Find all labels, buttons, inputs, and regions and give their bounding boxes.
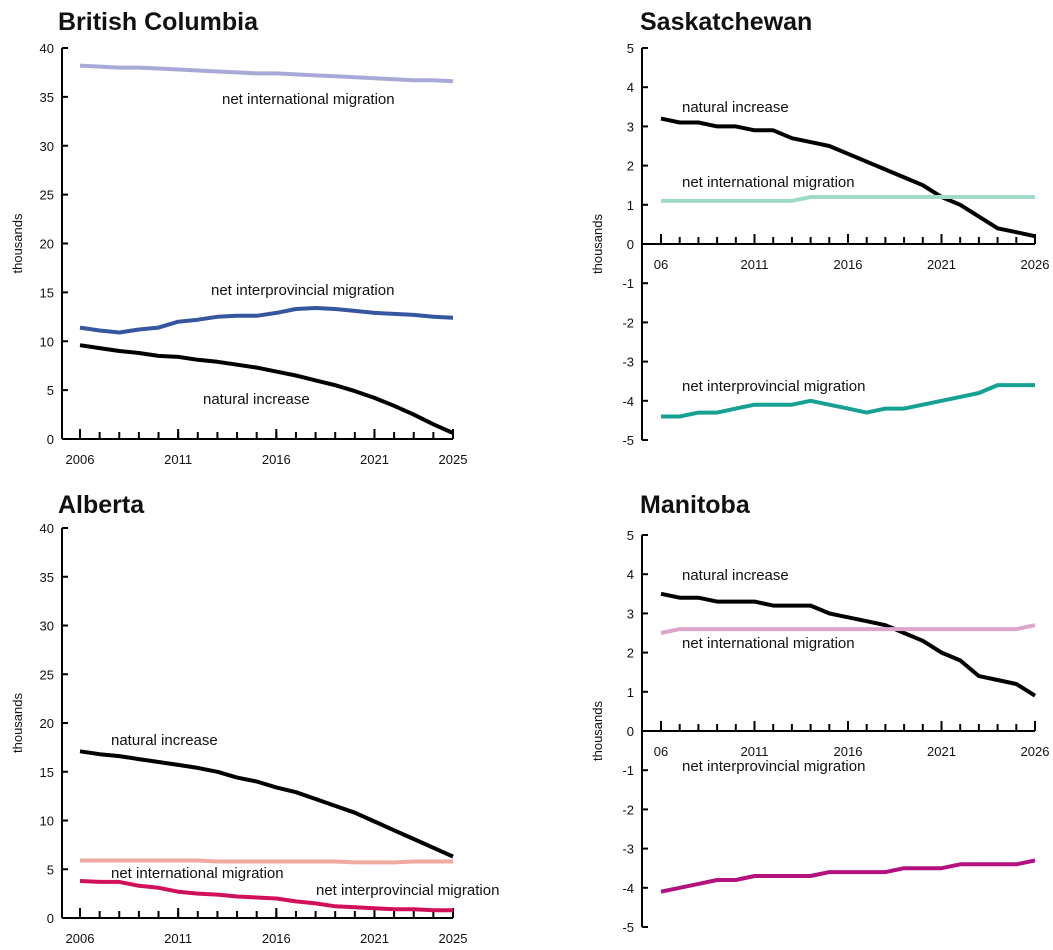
- y-tick-label: 3: [627, 119, 634, 134]
- y-tick-label: 35: [40, 570, 54, 585]
- y-tick-label: 40: [40, 521, 54, 536]
- y-tick-label: 25: [40, 667, 54, 682]
- x-tick-label: 2011: [741, 744, 769, 759]
- chart-title: Saskatchewan: [640, 8, 812, 36]
- x-tick-label: 06: [654, 744, 668, 759]
- x-tick-label: 2021: [360, 931, 389, 946]
- y-tick-label: 20: [40, 237, 54, 252]
- x-tick-label: 2026: [1021, 257, 1050, 272]
- y-tick-label: 30: [40, 619, 54, 634]
- y-tick-label: 30: [40, 139, 54, 154]
- y-tick-label: 4: [627, 567, 634, 582]
- y-tick-label: 0: [627, 724, 634, 739]
- series-line: [79, 749, 454, 859]
- x-tick-label: 2006: [66, 452, 95, 467]
- y-tick-label: 1: [627, 685, 634, 700]
- y-tick-label: 2: [627, 159, 634, 174]
- y-tick-label: 15: [40, 765, 54, 780]
- y-tick-label: -5: [622, 433, 634, 448]
- x-tick-label: 2016: [834, 744, 863, 759]
- chart-title: Alberta: [58, 491, 145, 519]
- x-tick-label: 2025: [439, 931, 468, 946]
- x-tick-label: 2016: [834, 257, 863, 272]
- y-axis-label: thousands: [590, 701, 605, 761]
- series-line: [660, 116, 1036, 239]
- series-label: natural increase: [682, 99, 789, 116]
- x-tick-label: 2021: [927, 744, 956, 759]
- y-axis-label: thousands: [10, 693, 25, 753]
- series-label: net international migration: [682, 174, 855, 191]
- y-tick-label: 5: [627, 41, 634, 56]
- y-tick-label: 35: [40, 90, 54, 105]
- y-tick-label: 1: [627, 198, 634, 213]
- series-label: net international migration: [111, 865, 284, 882]
- y-tick-label: 5: [47, 862, 54, 877]
- series-label: net international migration: [682, 635, 855, 652]
- x-tick-label: 2011: [164, 931, 192, 946]
- y-tick-label: -2: [622, 802, 634, 817]
- series-label: net interprovincial migration: [682, 378, 865, 395]
- series-line: [79, 306, 454, 335]
- y-tick-label: 5: [627, 528, 634, 543]
- y-tick-label: -1: [622, 276, 634, 291]
- y-tick-label: -1: [622, 763, 634, 778]
- chart-title: British Columbia: [58, 8, 259, 36]
- y-tick-label: -4: [622, 394, 634, 409]
- y-tick-label: 0: [627, 237, 634, 252]
- y-tick-label: -3: [622, 842, 634, 857]
- x-tick-label: 06: [654, 257, 668, 272]
- y-tick-label: -5: [622, 920, 634, 935]
- series-line: [660, 591, 1037, 698]
- x-tick-label: 2021: [927, 257, 956, 272]
- series-label: net interprovincial migration: [682, 758, 865, 775]
- y-axis-label: thousands: [590, 214, 605, 274]
- series-label: net international migration: [222, 91, 395, 108]
- y-tick-label: 3: [627, 606, 634, 621]
- series-line: [79, 343, 454, 435]
- x-tick-label: 2011: [164, 452, 192, 467]
- y-tick-label: 25: [40, 188, 54, 203]
- y-tick-label: 5: [47, 383, 54, 398]
- y-tick-label: 10: [40, 814, 54, 829]
- x-tick-label: 2021: [360, 452, 389, 467]
- series-line: [80, 858, 453, 865]
- series-label: natural increase: [203, 391, 310, 408]
- y-tick-label: -4: [622, 881, 634, 896]
- series-line: [660, 858, 1036, 894]
- y-axis-label: thousands: [10, 213, 25, 273]
- series-line: [79, 879, 453, 913]
- series-line: [661, 383, 1035, 419]
- y-tick-label: -2: [622, 315, 634, 330]
- y-tick-label: 4: [627, 80, 634, 95]
- x-tick-label: 2011: [741, 257, 769, 272]
- x-tick-label: 2025: [439, 452, 468, 467]
- series-line: [79, 63, 454, 84]
- y-tick-label: 10: [40, 334, 54, 349]
- y-tick-label: 20: [40, 716, 54, 731]
- x-tick-label: 2026: [1021, 744, 1050, 759]
- y-tick-label: 2: [627, 646, 634, 661]
- y-tick-label: -3: [622, 355, 634, 370]
- y-tick-label: 40: [40, 41, 54, 56]
- x-tick-label: 2016: [262, 452, 291, 467]
- series-label: net interprovincial migration: [316, 882, 499, 899]
- y-tick-label: 0: [47, 911, 54, 926]
- x-tick-label: 2016: [262, 931, 291, 946]
- y-tick-label: 15: [40, 285, 54, 300]
- y-tick-label: 0: [47, 432, 54, 447]
- series-line: [661, 195, 1035, 203]
- x-tick-label: 2006: [66, 931, 95, 946]
- chart-title: Manitoba: [640, 491, 751, 519]
- series-label: natural increase: [111, 732, 218, 749]
- series-label: natural increase: [682, 567, 789, 584]
- series-line: [660, 623, 1036, 635]
- series-label: net interprovincial migration: [211, 282, 394, 299]
